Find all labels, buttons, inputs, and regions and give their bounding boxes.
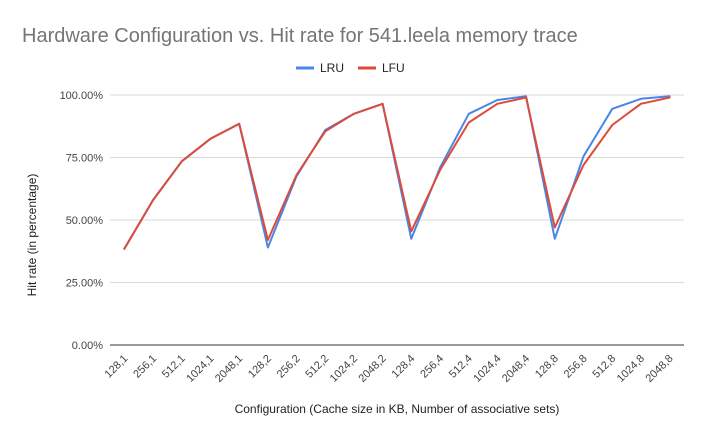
legend: LRU LFU bbox=[296, 61, 405, 75]
y-tick-label: 100.00% bbox=[60, 90, 104, 102]
y-axis-ticks: 0.00% 25.00% 50.00% 75.00% 100.00% bbox=[60, 90, 104, 352]
x-tick-label: 128,4 bbox=[390, 353, 418, 381]
x-tick-label: 256,4 bbox=[418, 353, 446, 381]
x-tick-label: 256,2 bbox=[275, 353, 303, 381]
x-tick-label: 1024,1 bbox=[184, 353, 216, 385]
x-tick-label: 2048,1 bbox=[213, 353, 245, 385]
x-tick-label: 1024,2 bbox=[328, 353, 360, 385]
x-tick-label: 128,2 bbox=[246, 353, 274, 381]
series-line-lru bbox=[123, 95, 671, 250]
chart-title: Hardware Configuration vs. Hit rate for … bbox=[22, 25, 578, 47]
x-tick-label: 1024,8 bbox=[615, 353, 647, 385]
y-tick-label: 25.00% bbox=[66, 278, 104, 290]
legend-label-lru: LRU bbox=[320, 61, 344, 75]
series-line-lfu bbox=[123, 96, 671, 250]
legend-label-lfu: LFU bbox=[382, 61, 405, 75]
y-tick-label: 50.00% bbox=[66, 215, 104, 227]
x-tick-label: 2048,2 bbox=[356, 353, 388, 385]
y-axis-label: Hit rate (in percentage) bbox=[25, 174, 39, 297]
series bbox=[123, 95, 671, 250]
x-tick-label: 2048,8 bbox=[643, 353, 675, 385]
x-tick-label: 128,1 bbox=[103, 353, 131, 381]
x-tick-label: 1024,4 bbox=[471, 353, 503, 385]
gridlines bbox=[110, 94, 684, 346]
x-tick-label: 256,8 bbox=[562, 353, 590, 381]
x-tick-label: 256,1 bbox=[131, 353, 159, 381]
y-tick-label: 75.00% bbox=[66, 153, 104, 165]
x-axis-label: Configuration (Cache size in KB, Number … bbox=[235, 402, 560, 416]
x-tick-label: 2048,4 bbox=[500, 353, 532, 385]
y-tick-label: 0.00% bbox=[72, 340, 103, 352]
x-tick-label: 128,8 bbox=[533, 353, 561, 381]
